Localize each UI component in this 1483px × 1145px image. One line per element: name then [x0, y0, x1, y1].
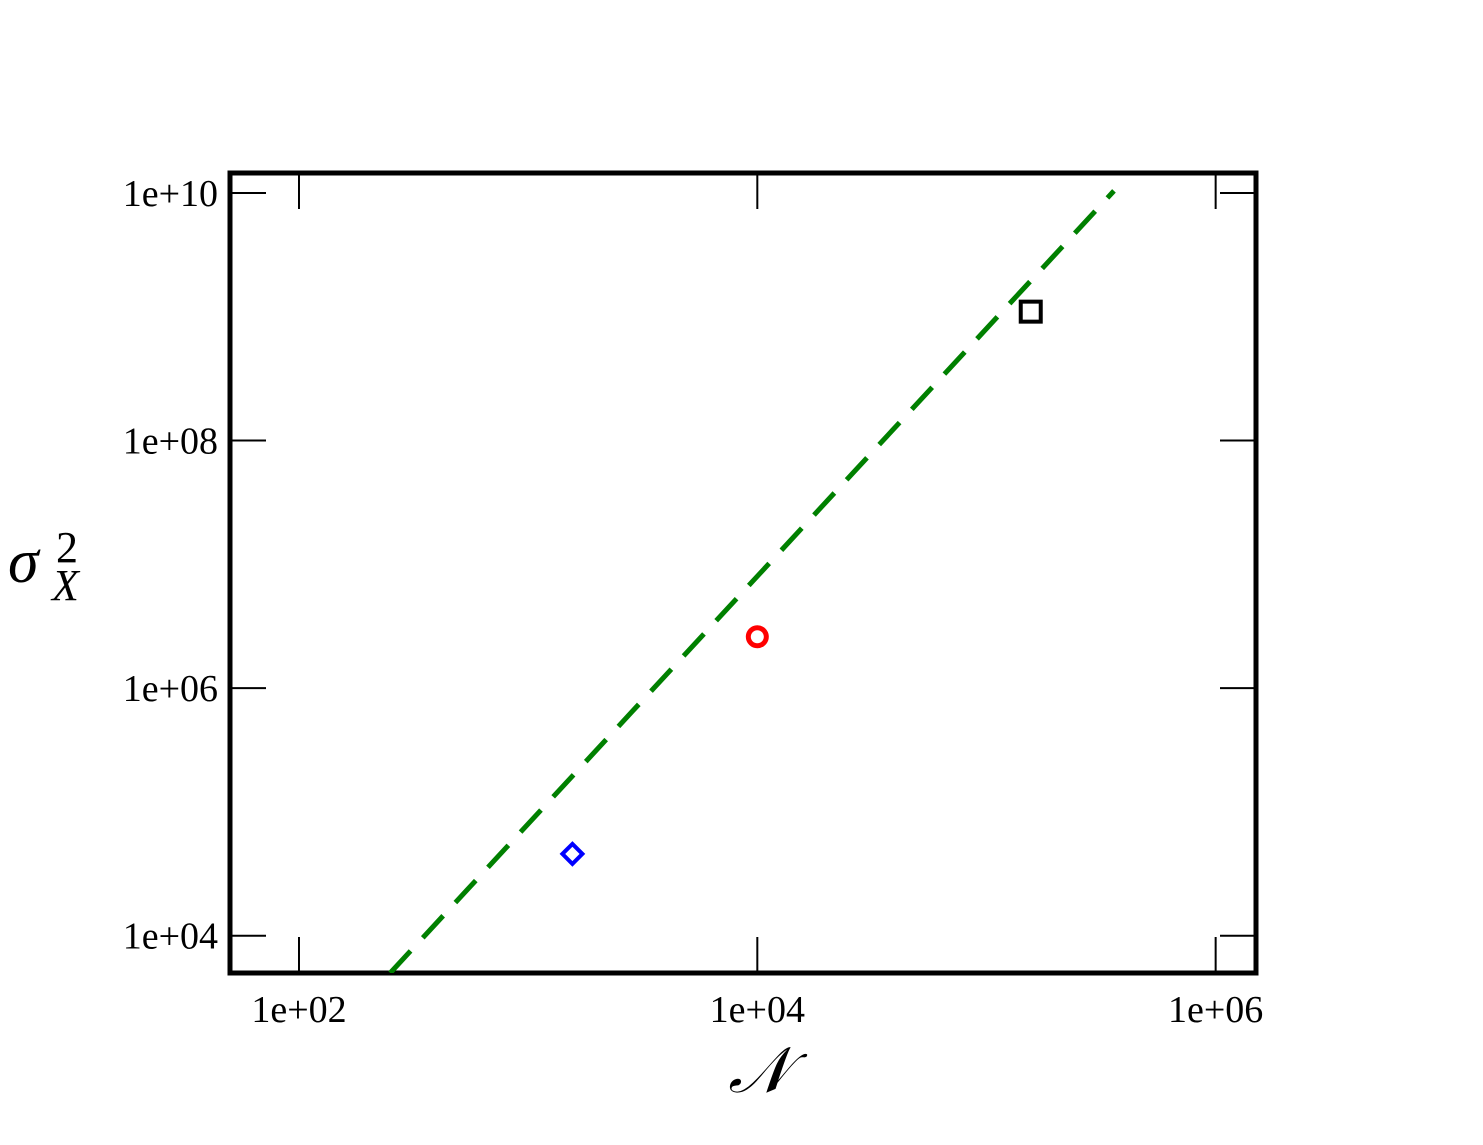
fit-line: [388, 189, 1116, 973]
x-axis-label: 𝒩: [728, 1035, 808, 1106]
y-label-sub: X: [50, 561, 81, 610]
y-tick-label: 1e+06: [123, 668, 218, 710]
y-label-sup: 2: [56, 523, 78, 572]
y-tick-label: 1e+04: [123, 916, 218, 958]
y-label-base: σ: [8, 528, 41, 596]
plot-frame: [227, 170, 1259, 976]
x-tick-label: 1e+04: [710, 989, 805, 1031]
diamond-marker: [559, 841, 586, 867]
y-tick-label: 1e+08: [123, 421, 218, 463]
y-axis-label: σ 2 X: [8, 523, 81, 610]
x-tick-label: 1e+02: [251, 989, 346, 1031]
square-marker: [1018, 299, 1043, 324]
y-tick-label: 1e+10: [123, 173, 218, 215]
x-tick-label: 1e+06: [1168, 989, 1263, 1031]
circle-marker: [745, 625, 769, 649]
